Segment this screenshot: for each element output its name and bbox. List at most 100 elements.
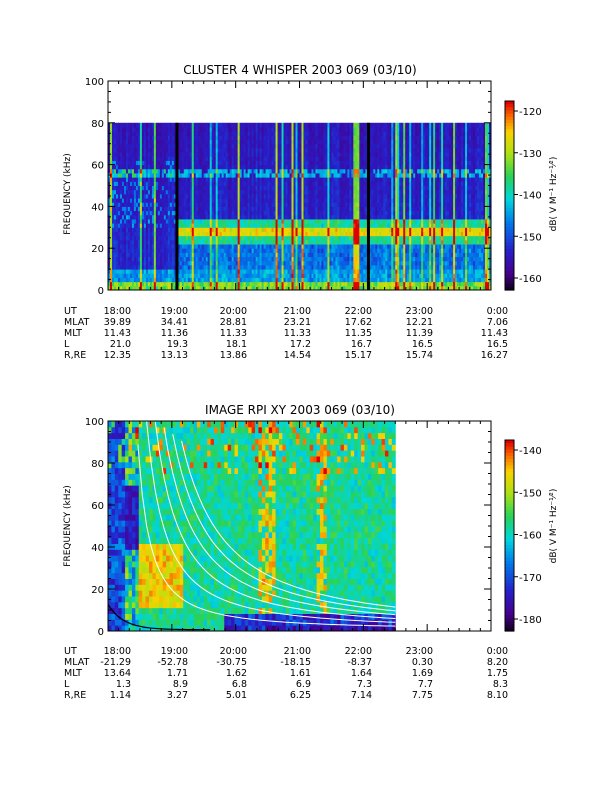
heatmap-cell	[161, 210, 165, 216]
heatmap-cell	[291, 172, 295, 178]
heatmap-cell	[337, 239, 340, 245]
heatmap-cell	[233, 252, 237, 258]
heatmap-cell	[311, 264, 314, 270]
heatmap-cell	[295, 177, 298, 182]
heatmap-cell	[127, 198, 131, 203]
heatmap-cell	[151, 185, 155, 191]
heatmap-cell	[247, 227, 251, 232]
heatmap-cell	[301, 239, 304, 245]
heatmap-cell	[195, 277, 199, 283]
heatmap-cell	[243, 269, 247, 274]
heatmap-cell	[243, 252, 247, 258]
heatmap-cell	[341, 189, 344, 195]
heatmap-cell	[307, 160, 310, 166]
heatmap-cell	[221, 164, 225, 170]
heatmap-cell	[289, 143, 293, 149]
heatmap-cell	[261, 172, 265, 178]
heatmap-cell	[207, 147, 211, 153]
heatmap-cell	[287, 143, 291, 149]
heatmap-cell	[173, 223, 177, 228]
heatmap-cell	[221, 223, 225, 228]
heatmap-cell	[289, 235, 293, 241]
heatmap-cell	[291, 143, 295, 149]
heatmap-cell	[221, 239, 225, 245]
heatmap-cell	[223, 210, 227, 216]
heatmap-cell	[163, 139, 167, 145]
heatmap-cell	[185, 202, 189, 207]
heatmap-cell	[355, 273, 358, 278]
heatmap-cell	[111, 214, 115, 220]
heatmap-cell	[319, 189, 322, 195]
heatmap-cell	[351, 235, 354, 241]
heatmap-cell	[133, 239, 137, 245]
heatmap-cell	[283, 248, 287, 253]
heatmap-cell	[199, 202, 203, 207]
heatmap-cell	[283, 185, 287, 191]
heatmap-cell	[108, 264, 111, 270]
heatmap-cell	[339, 131, 342, 136]
heatmap-cell	[119, 135, 123, 141]
heatmap-cell	[331, 198, 334, 203]
heatmap-cell	[181, 122, 185, 128]
heatmap-cell	[243, 139, 247, 145]
heatmap-cell	[139, 260, 143, 266]
heatmap-cell	[341, 135, 344, 141]
heatmap-cell	[245, 227, 249, 232]
heatmap-cell	[239, 168, 243, 174]
heatmap-cell	[323, 152, 326, 157]
heatmap-cell	[327, 172, 330, 178]
heatmap-cell	[287, 235, 291, 241]
heatmap-cell	[241, 198, 245, 203]
heatmap-cell	[325, 189, 328, 195]
heatmap-cell	[277, 223, 281, 228]
heatmap-cell	[251, 285, 255, 291]
heatmap-cell	[135, 210, 139, 216]
heatmap-cell	[221, 227, 225, 232]
heatmap-cell	[163, 160, 167, 166]
heatmap-cell	[223, 172, 227, 178]
heatmap-cell	[253, 131, 257, 136]
heatmap-cell	[237, 227, 241, 232]
heatmap-cell	[275, 281, 279, 287]
heatmap-cell	[293, 143, 297, 149]
heatmap-cell	[329, 135, 332, 141]
heatmap-cell	[113, 223, 117, 228]
heatmap-cell	[209, 135, 213, 141]
heatmap-cell	[191, 218, 195, 224]
heatmap-cell	[125, 285, 129, 291]
heatmap-cell	[115, 269, 119, 274]
heatmap-cell	[341, 168, 344, 174]
heatmap-cell	[345, 147, 348, 153]
heatmap-cell	[323, 198, 326, 203]
heatmap-cell	[171, 139, 175, 145]
heatmap-cell	[325, 281, 328, 287]
heatmap-cell	[285, 252, 289, 258]
heatmap-cell	[139, 269, 143, 274]
heatmap-cell	[217, 206, 221, 212]
heatmap-cell	[301, 193, 304, 199]
heatmap-cell	[143, 152, 147, 157]
heatmap-cell	[349, 256, 352, 262]
heatmap-cell	[251, 281, 255, 287]
heatmap-cell	[187, 181, 191, 186]
heatmap-cell	[291, 198, 295, 203]
heatmap-cell	[307, 135, 310, 141]
heatmap-cell	[335, 164, 338, 170]
heatmap-cell	[275, 244, 279, 249]
heatmap-cell	[321, 202, 324, 207]
heatmap-cell	[133, 264, 137, 270]
heatmap-cell	[313, 160, 316, 166]
heatmap-cell	[301, 202, 304, 207]
heatmap-cell	[243, 231, 247, 237]
heatmap-cell	[303, 181, 306, 186]
heatmap-cell	[223, 231, 227, 237]
heatmap-cell	[247, 135, 251, 141]
heatmap-cell	[119, 143, 123, 149]
heatmap-cell	[197, 131, 201, 136]
heatmap-cell	[335, 218, 338, 224]
heatmap-cell	[119, 172, 123, 178]
heatmap-cell	[235, 152, 239, 157]
heatmap-cell	[119, 152, 123, 157]
heatmap-cell	[183, 281, 187, 287]
heatmap-cell	[271, 214, 275, 220]
